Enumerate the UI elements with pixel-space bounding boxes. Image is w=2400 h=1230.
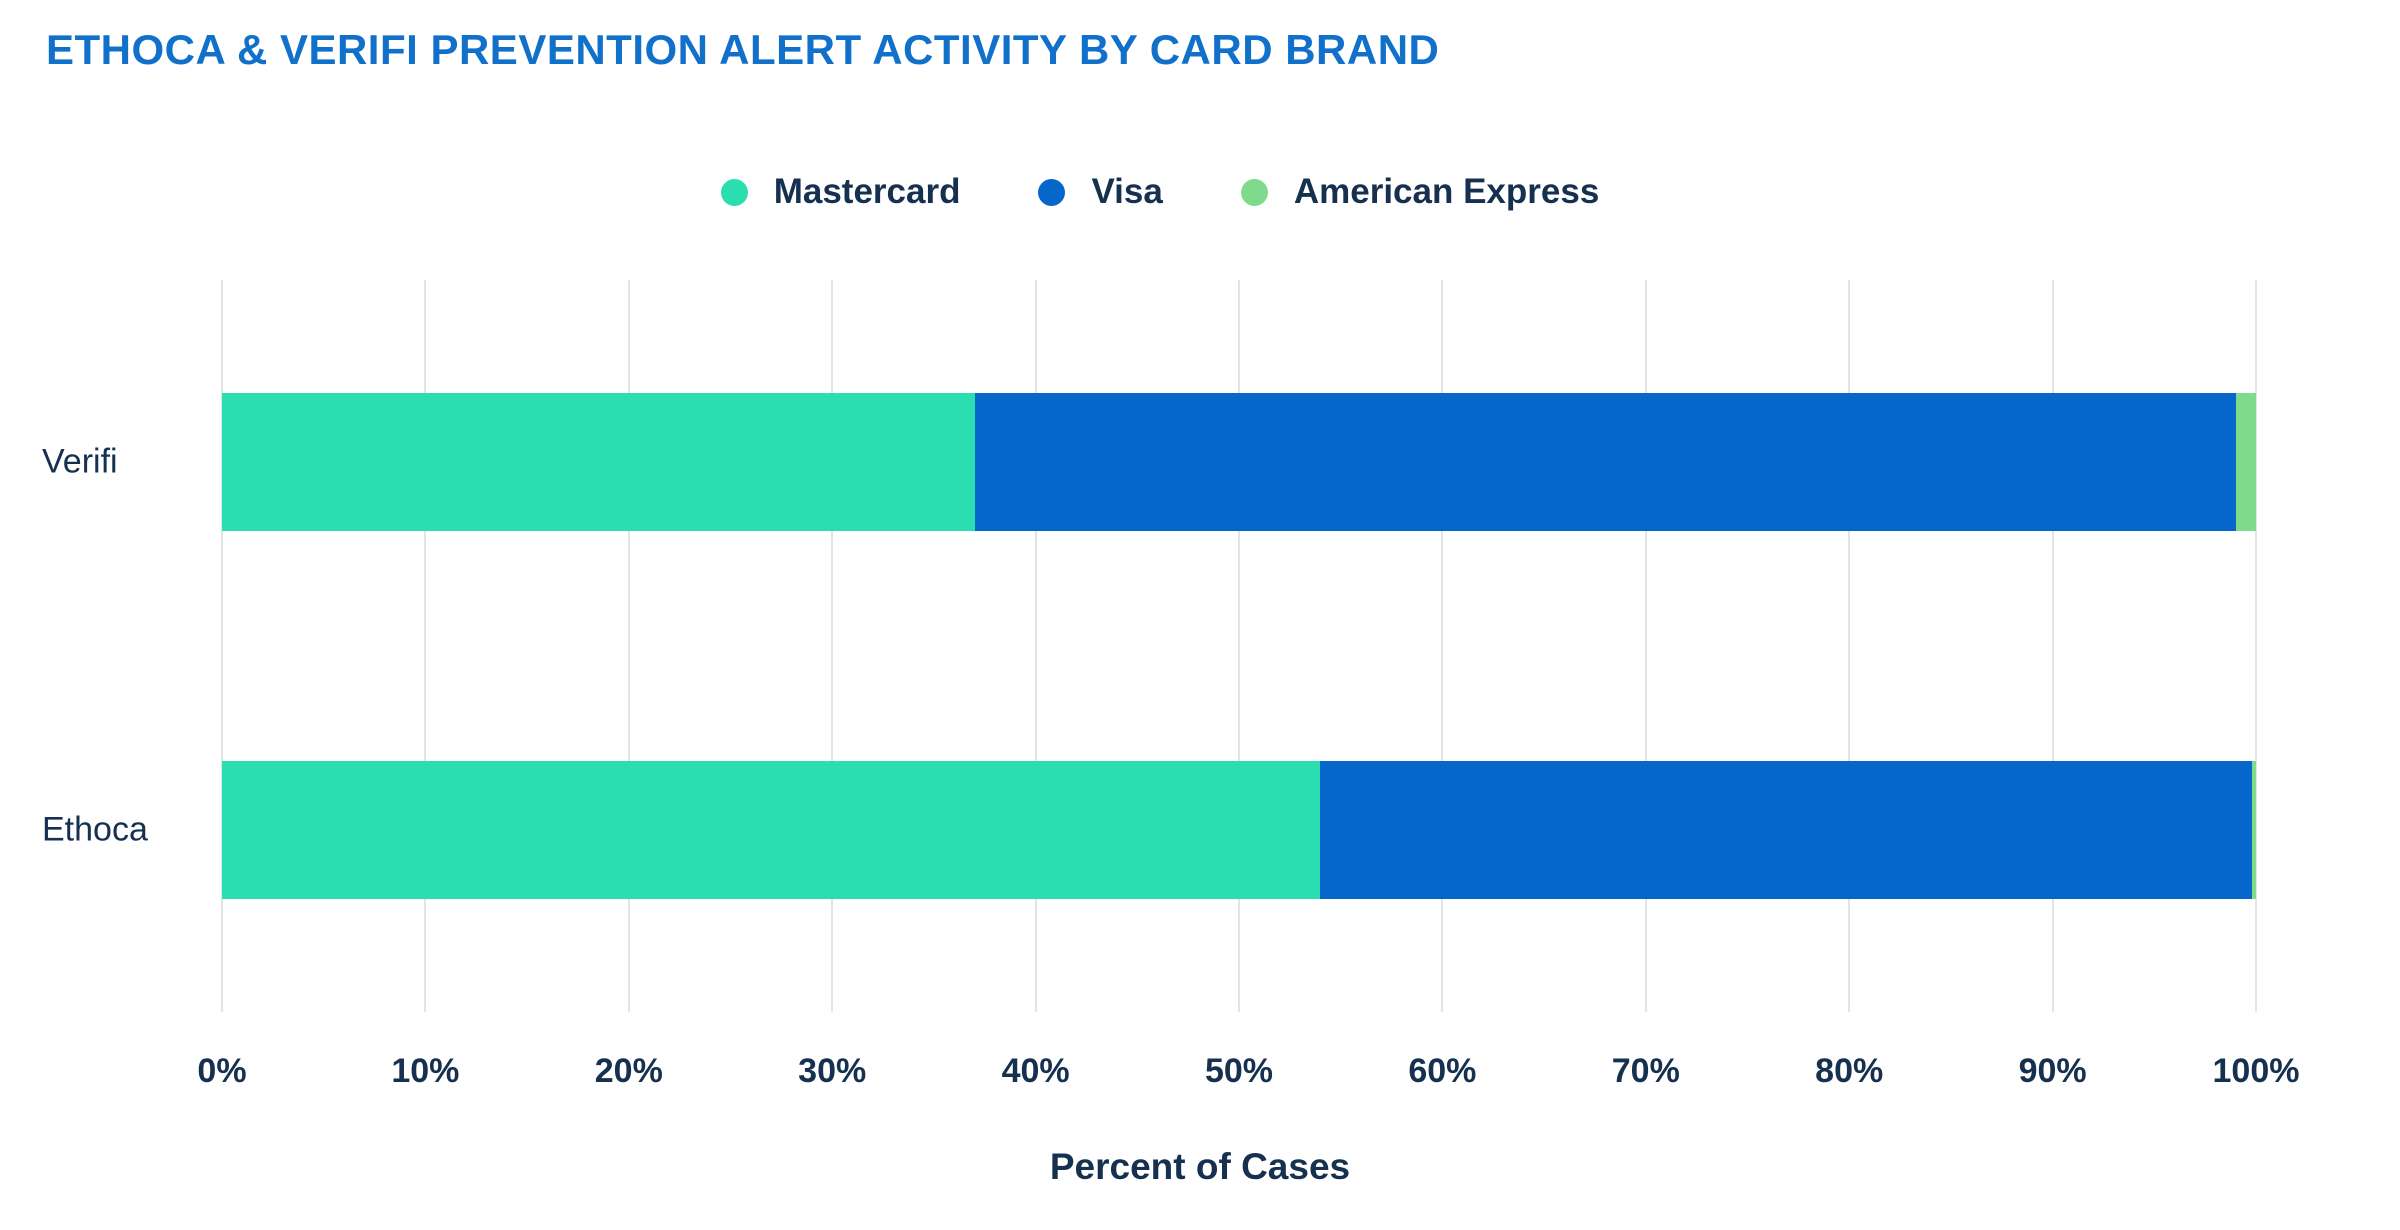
gridline-80% (1848, 280, 1851, 1012)
x-tick-70%: 70% (1611, 1052, 1680, 1090)
legend-item-mastercard: Mastercard (720, 172, 961, 212)
x-axis-title: Percent of Cases (1049, 1146, 1351, 1187)
x-tick-20%: 20% (594, 1052, 663, 1090)
legend-item-visa: Visa (1038, 172, 1163, 212)
x-tick-60%: 60% (1408, 1052, 1477, 1090)
bar-ethoca (222, 761, 2256, 899)
legend-label: Visa (1091, 172, 1163, 211)
bar-segment-verifi-american-express (2235, 393, 2256, 531)
gridline-40% (1034, 280, 1037, 1012)
bar-segment-verifi-mastercard (222, 393, 975, 531)
bar-verifi (222, 393, 2256, 531)
x-tick-80%: 80% (1815, 1052, 1884, 1090)
gridline-100% (2255, 280, 2257, 1012)
legend: Mastercard Visa American Express (0, 172, 2320, 212)
legend-item-american-express: American Express (1240, 172, 1600, 212)
legend-dot-icon (720, 178, 748, 206)
gridline-90% (2051, 280, 2054, 1012)
legend-dot-icon (1038, 178, 1066, 206)
x-tick-90%: 90% (2018, 1052, 2087, 1090)
legend-label: Mastercard (773, 172, 961, 211)
gridline-30% (831, 280, 834, 1012)
category-label-verifi: Verifi (42, 442, 118, 481)
bar-segment-ethoca-mastercard (222, 761, 1321, 899)
x-tick-0%: 0% (197, 1052, 247, 1090)
category-label-ethoca: Ethoca (42, 810, 148, 849)
bar-segment-ethoca-visa (1320, 761, 2252, 899)
gridline-20% (627, 280, 630, 1012)
x-tick-40%: 40% (1001, 1052, 1070, 1090)
x-tick-100%: 100% (2212, 1052, 2300, 1090)
chart-title: ETHOCA & VERIFI PREVENTION ALERT ACTIVIT… (46, 26, 1440, 73)
gridline-10% (424, 280, 427, 1012)
plot-area (221, 280, 2257, 1012)
x-tick-30%: 30% (798, 1052, 867, 1090)
x-tick-50%: 50% (1204, 1052, 1274, 1090)
bar-segment-ethoca-american-express (2251, 761, 2256, 899)
gridline-70% (1644, 280, 1647, 1012)
bar-segment-verifi-visa (974, 393, 2236, 531)
legend-dot-icon (1240, 178, 1268, 206)
gridline-50% (1238, 280, 1240, 1012)
x-axis-ticks: 0% 10% 20% 30% 40% 50% 60% 70% 80% 90% 100% (197, 1052, 2299, 1102)
x-tick-10%: 10% (391, 1052, 460, 1090)
gridline-0% (221, 280, 223, 1012)
gridline-60% (1441, 280, 1444, 1012)
legend-label: American Express (1293, 172, 1600, 211)
